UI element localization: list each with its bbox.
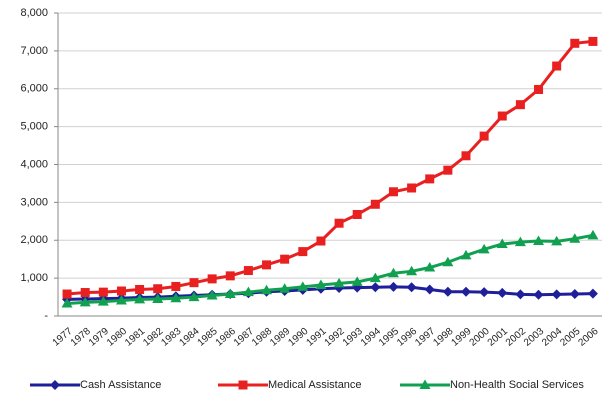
marker: [97, 296, 109, 306]
marker: [315, 279, 327, 289]
marker: [206, 290, 218, 300]
marker: [497, 287, 508, 298]
legend-label: Medical Assistance: [268, 379, 362, 391]
x-tick-label: 2006: [576, 326, 600, 349]
marker: [479, 131, 489, 141]
marker: [262, 260, 272, 270]
y-tick-label: 1,000: [20, 272, 48, 284]
marker: [171, 281, 181, 291]
marker: [369, 272, 381, 283]
y-tick-label: 4,000: [20, 158, 48, 170]
y-tick-label: 6,000: [20, 83, 48, 95]
marker: [570, 38, 580, 48]
marker: [188, 291, 200, 302]
marker: [515, 289, 526, 300]
marker: [189, 278, 199, 288]
marker: [298, 247, 308, 257]
marker: [79, 296, 91, 307]
marker: [587, 229, 599, 240]
marker: [80, 288, 90, 298]
marker: [514, 236, 526, 247]
marker: [442, 286, 453, 297]
marker: [460, 249, 472, 260]
y-tick-label: 3,000: [20, 196, 48, 208]
marker: [406, 282, 417, 293]
y-tick-label: 7,000: [20, 45, 48, 57]
y-tick-label: 2,000: [20, 234, 48, 246]
marker: [388, 187, 398, 197]
marker: [152, 293, 164, 303]
marker: [115, 294, 127, 305]
marker: [424, 284, 435, 295]
marker: [224, 288, 236, 299]
marker: [351, 276, 363, 286]
legend-item: Non-Health Social Services: [400, 379, 584, 391]
legend-item: Cash Assistance: [30, 379, 161, 391]
marker: [569, 289, 580, 300]
marker: [461, 151, 471, 161]
marker: [297, 281, 309, 291]
marker: [370, 199, 380, 209]
marker: [370, 282, 381, 293]
marker: [496, 238, 508, 249]
legend-label: Non-Health Social Services: [450, 379, 584, 391]
marker: [316, 236, 326, 246]
marker: [388, 281, 399, 292]
marker: [50, 380, 60, 390]
marker: [424, 262, 436, 272]
marker: [280, 254, 290, 264]
marker: [533, 235, 545, 246]
marker: [588, 36, 598, 46]
marker: [407, 183, 417, 193]
marker: [569, 233, 581, 243]
marker: [425, 174, 435, 184]
marker: [587, 288, 598, 299]
y-tick-label: -: [44, 310, 48, 322]
marker: [533, 289, 544, 300]
marker: [242, 286, 254, 297]
marker: [551, 289, 562, 300]
marker: [515, 100, 525, 110]
marker: [551, 235, 563, 246]
marker: [61, 298, 73, 308]
marker: [552, 61, 562, 71]
marker: [238, 380, 248, 390]
marker: [116, 286, 126, 296]
marker: [497, 111, 507, 121]
marker: [352, 209, 362, 219]
y-tick-label: 5,000: [20, 121, 48, 133]
marker: [442, 256, 454, 267]
marker: [478, 243, 490, 254]
legend-label: Cash Assistance: [80, 379, 161, 391]
marker: [534, 85, 544, 95]
legend-item: Medical Assistance: [218, 379, 362, 391]
marker: [153, 284, 163, 294]
marker: [135, 284, 145, 294]
marker: [243, 266, 253, 276]
marker: [334, 218, 344, 228]
marker: [207, 274, 217, 284]
y-tick-label: 8,000: [20, 7, 48, 19]
marker: [406, 265, 418, 276]
marker: [62, 289, 72, 299]
marker: [443, 165, 453, 175]
series-line: [66, 39, 594, 296]
marker: [387, 267, 399, 278]
marker: [170, 292, 182, 303]
marker: [279, 283, 291, 293]
marker: [461, 286, 471, 297]
marker: [225, 271, 235, 281]
marker: [333, 277, 345, 288]
marker: [98, 287, 108, 297]
marker: [134, 293, 146, 304]
marker: [261, 284, 273, 295]
marker: [419, 379, 431, 389]
marker: [479, 287, 490, 298]
